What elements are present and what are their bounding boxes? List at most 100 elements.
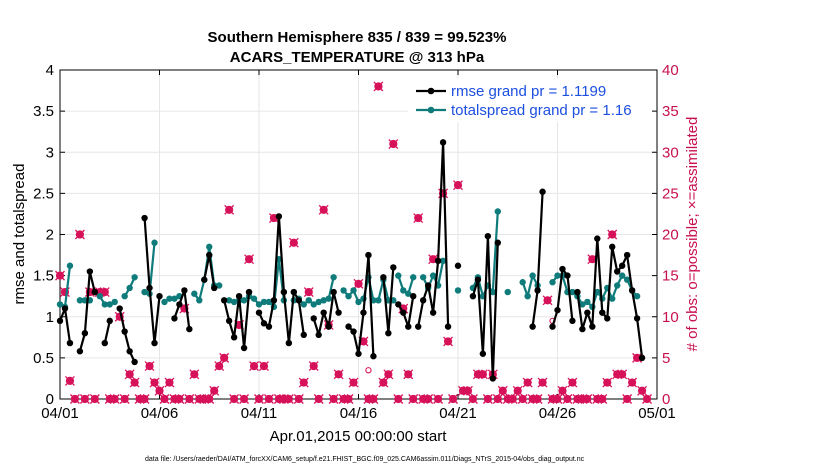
obs-assimilated-marker <box>622 394 633 404</box>
spread-point <box>549 279 556 286</box>
spread-series-line <box>521 274 539 298</box>
rmse-point <box>479 350 487 357</box>
obs-assimilated-marker <box>164 377 175 388</box>
obs-assimilated-marker <box>119 394 130 404</box>
obs-assimilated-stroke <box>69 394 80 404</box>
obs-assimilated-stroke <box>89 394 100 404</box>
obs-assimilated-marker <box>149 377 160 388</box>
spread-point <box>519 279 526 286</box>
spread-point <box>395 272 402 279</box>
spread-point <box>96 292 104 300</box>
obs-assimilated-marker <box>383 369 394 380</box>
obs-assimilated-marker <box>343 394 354 404</box>
rmse-point <box>101 339 108 347</box>
rmse-point <box>549 323 556 330</box>
spread-point <box>315 298 322 306</box>
spread-point <box>494 208 501 215</box>
obs-assimilated-stroke <box>353 278 364 289</box>
spread-point <box>330 274 337 281</box>
rmse-point <box>86 268 94 275</box>
obs-assimilated-stroke <box>443 336 454 347</box>
obs-assimilated-stroke <box>383 369 394 380</box>
x-axis-ticks: 04/01 04/06 04/11 04/16 04/21 04/26 05/01 <box>41 70 676 422</box>
obs-assimilated-stroke <box>552 394 563 404</box>
x-axis-label: Apr.01,2015 00:00:00 start <box>270 428 448 445</box>
rmse-point <box>559 265 566 273</box>
rmse-point <box>270 297 278 304</box>
spread-point <box>255 301 263 308</box>
obs-assimilated-marker <box>522 377 533 388</box>
legend-rmse-marker <box>427 87 435 95</box>
obs-assimilated-stroke <box>492 394 503 404</box>
spread-point <box>56 301 64 308</box>
rmse-point <box>429 309 437 316</box>
obs-assimilated-stroke <box>433 394 444 404</box>
spread-point <box>584 298 591 306</box>
rmse-point <box>584 309 591 316</box>
spread-point <box>410 274 417 281</box>
spread-point <box>579 301 586 308</box>
obs-assimilated-stroke <box>249 361 259 372</box>
obs-assimilated-stroke <box>189 369 200 380</box>
rmse-series-line <box>103 320 111 344</box>
legend-spread-marker <box>427 106 435 114</box>
obs-assimilated-marker <box>154 385 165 396</box>
y2-tick-label: 20 <box>662 227 679 244</box>
x-tick-label: 04/01 <box>41 405 79 422</box>
obs-assimilated-stroke <box>602 377 613 388</box>
obs-assimilated-stroke <box>114 311 125 322</box>
rmse-point <box>300 331 307 339</box>
spread-point <box>76 297 84 304</box>
rmse-point <box>206 251 213 259</box>
obs-assimilated-stroke <box>214 361 225 372</box>
obs-assimilated-stroke <box>224 204 235 215</box>
spread-point <box>101 301 108 308</box>
obs-assimilated-marker <box>318 204 329 215</box>
obs-assimilated-stroke <box>343 394 354 404</box>
obs-assimilated-stroke <box>617 369 628 380</box>
obs-assimilated-marker <box>159 394 170 404</box>
obs-assimilated-marker <box>303 287 314 298</box>
obs-assimilated-stroke <box>448 394 458 404</box>
rmse-point <box>534 287 541 294</box>
rmse-point <box>385 330 392 337</box>
y2-tick-label: 25 <box>662 185 679 202</box>
obs-assimilated-marker <box>602 377 613 388</box>
rmse-point <box>131 358 138 366</box>
obs-assimilated-marker <box>55 270 65 281</box>
obs-assimilated-marker <box>552 394 563 404</box>
rmse-point <box>116 305 123 312</box>
rmse-point <box>415 323 422 330</box>
obs-assimilated-marker <box>517 394 528 404</box>
obs-assimilated-stroke <box>184 394 195 404</box>
obs-assimilated-marker <box>368 394 379 404</box>
spread-point <box>524 292 531 300</box>
obs-assimilated-marker <box>174 394 185 404</box>
spread-point <box>320 297 327 304</box>
rmse-point <box>618 262 626 269</box>
rmse-point <box>569 317 576 325</box>
x-tick-label: 05/01 <box>638 405 676 422</box>
obs-assimilated-stroke <box>283 394 294 404</box>
obs-assimilated-marker <box>124 369 135 380</box>
rmse-point <box>395 301 402 308</box>
obs-assimilated-marker <box>532 394 543 404</box>
spread-point <box>400 287 407 294</box>
rmse-point <box>345 323 352 330</box>
rmse-series-line <box>78 270 96 352</box>
y-tick-label: 3 <box>46 144 54 161</box>
spread-point <box>569 288 576 296</box>
obs-assimilated-marker <box>139 394 150 404</box>
obs-assimilated-marker <box>214 361 225 372</box>
spread-point <box>325 295 332 302</box>
rmse-point <box>285 339 293 347</box>
obs-assimilated-marker <box>462 385 473 396</box>
spread-point <box>216 282 223 289</box>
obs-assimilated-marker <box>189 369 200 380</box>
obs-assimilated-marker <box>542 295 553 306</box>
rmse-point <box>240 344 248 352</box>
spread-point <box>151 239 158 246</box>
spread-point <box>623 276 631 283</box>
obs-assimilated-stroke <box>428 254 439 265</box>
obs-assimilated-marker <box>333 369 344 380</box>
